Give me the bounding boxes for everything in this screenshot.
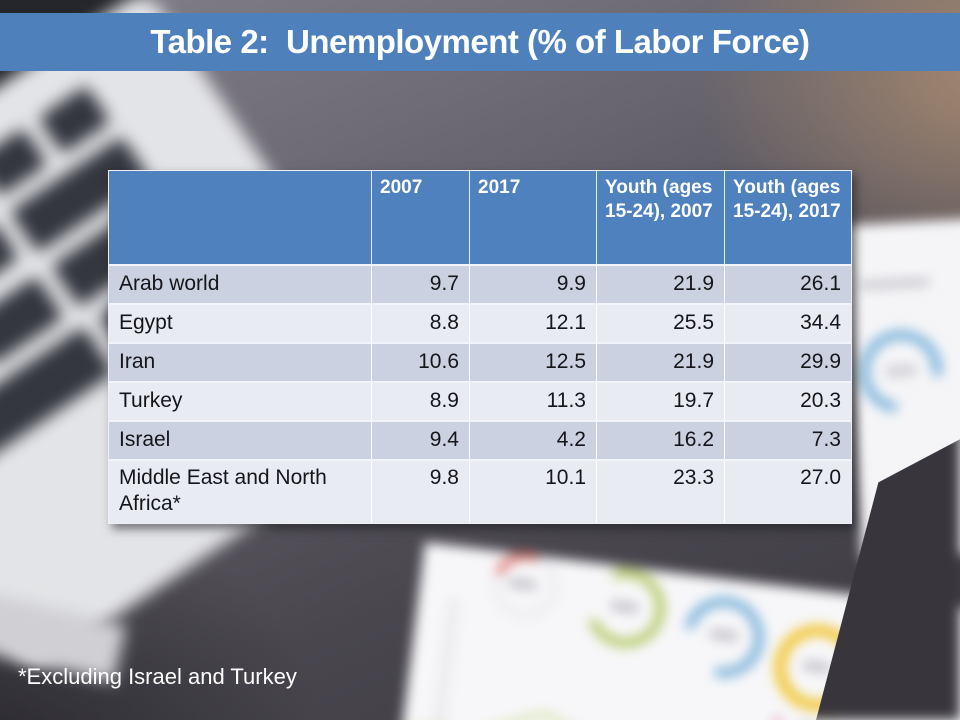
title-bar: Table 2: Unemployment (% of Labor Force): [0, 13, 960, 71]
slide-title: Table 2: Unemployment (% of Labor Force): [150, 23, 810, 60]
column-header-youth-2007: Youth (ages 15-24), 2007: [597, 171, 725, 264]
cell-value: 29.9: [725, 344, 851, 381]
cell-value: 10.6: [372, 344, 470, 381]
cell-value: 12.5: [470, 344, 597, 381]
cell-value: 27.0: [725, 461, 851, 523]
cell-value: 9.7: [372, 266, 470, 303]
cell-value: 12.1: [470, 305, 597, 342]
table-row: Middle East and North Africa* 9.8 10.1 2…: [109, 459, 851, 523]
row-label: Iran: [109, 344, 372, 381]
cell-value: 11.3: [470, 383, 597, 420]
cell-value: 8.9: [372, 383, 470, 420]
unemployment-table: 2007 2017 Youth (ages 15-24), 2007 Youth…: [108, 170, 852, 524]
table-row: Arab world 9.7 9.9 21.9 26.1: [109, 264, 851, 303]
cell-value: 20.3: [725, 383, 851, 420]
table-row: Israel 9.4 4.2 16.2 7.3: [109, 420, 851, 459]
table-row: Turkey 8.9 11.3 19.7 20.3: [109, 381, 851, 420]
column-header-2017: 2017: [470, 171, 597, 264]
cell-value: 19.7: [597, 383, 725, 420]
column-header-blank: [109, 171, 372, 264]
table-row: Iran 10.6 12.5 21.9 29.9: [109, 342, 851, 381]
cell-value: 8.8: [372, 305, 470, 342]
cell-value: 10.1: [470, 461, 597, 523]
row-label: Middle East and North Africa*: [109, 461, 372, 523]
row-label: Egypt: [109, 305, 372, 342]
row-label: Israel: [109, 422, 372, 459]
cell-value: 23.3: [597, 461, 725, 523]
cell-value: 21.9: [597, 344, 725, 381]
table-header-row: 2007 2017 Youth (ages 15-24), 2007 Youth…: [109, 171, 851, 264]
column-header-youth-2017: Youth (ages 15-24), 2017: [725, 171, 851, 264]
footnote: *Excluding Israel and Turkey: [18, 664, 297, 689]
row-label: Arab world: [109, 266, 372, 303]
cell-value: 34.4: [725, 305, 851, 342]
cell-value: 25.5: [597, 305, 725, 342]
cell-value: 7.3: [725, 422, 851, 459]
cell-value: 16.2: [597, 422, 725, 459]
cell-value: 21.9: [597, 266, 725, 303]
column-header-2007: 2007: [372, 171, 470, 264]
cell-value: 4.2: [470, 422, 597, 459]
cell-value: 9.8: [372, 461, 470, 523]
cell-value: 9.9: [470, 266, 597, 303]
cell-value: 26.1: [725, 266, 851, 303]
table-row: Egypt 8.8 12.1 25.5 34.4: [109, 303, 851, 342]
row-label: Turkey: [109, 383, 372, 420]
cell-value: 9.4: [372, 422, 470, 459]
